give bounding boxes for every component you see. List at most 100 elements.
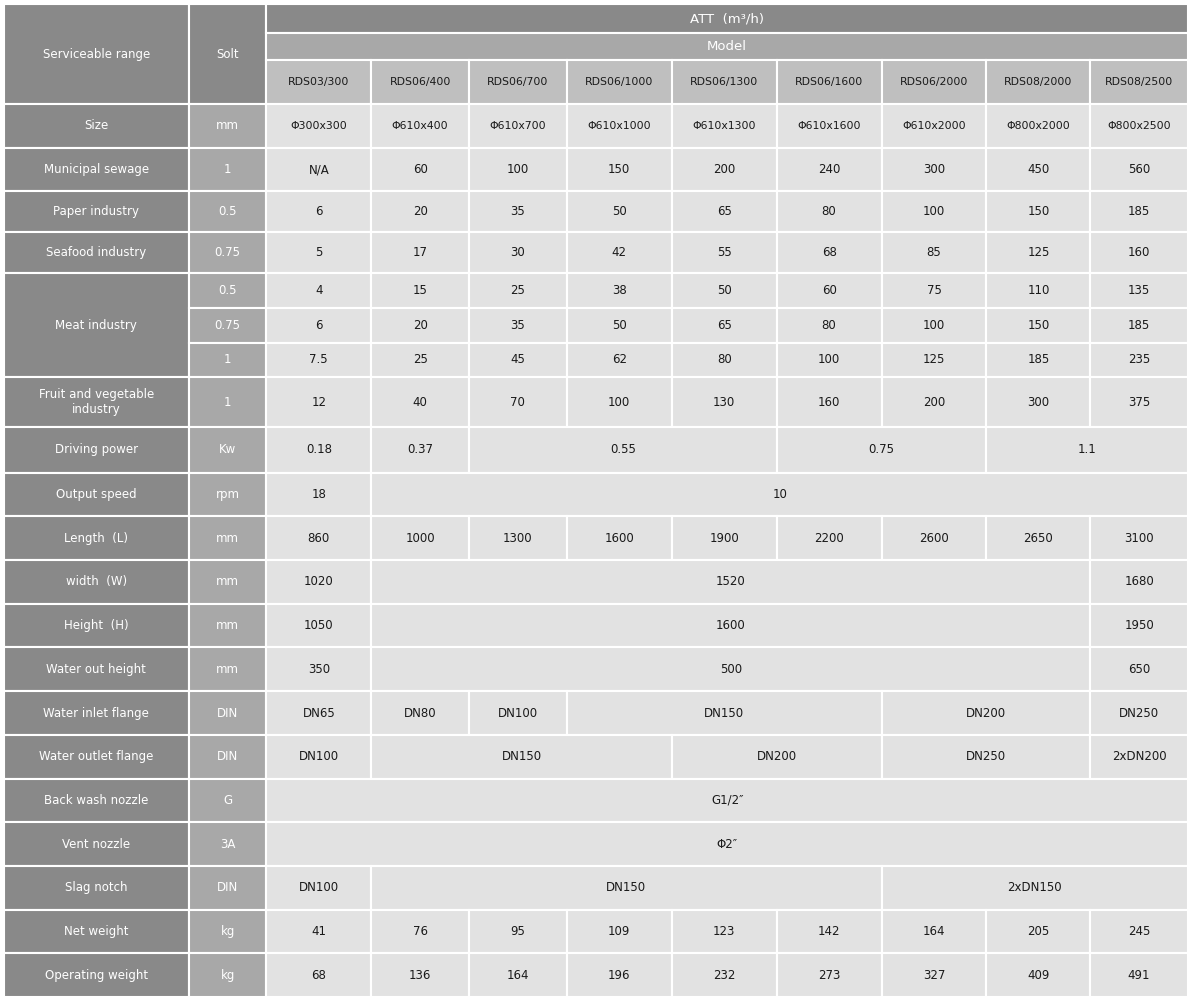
Text: 110: 110 — [1028, 284, 1049, 297]
Bar — [4, 910, 188, 953]
Text: 95: 95 — [510, 925, 526, 938]
Text: 75: 75 — [926, 284, 942, 297]
Bar — [882, 866, 1188, 910]
Bar — [266, 232, 371, 273]
Text: 6: 6 — [315, 318, 323, 331]
Text: Φ800x2500: Φ800x2500 — [1107, 121, 1171, 131]
Text: 860: 860 — [308, 532, 330, 545]
Bar — [1091, 191, 1188, 232]
Bar — [1091, 691, 1188, 735]
Bar — [4, 191, 188, 232]
Text: RDS06/1600: RDS06/1600 — [795, 77, 863, 87]
Bar — [188, 342, 266, 377]
Text: DN100: DN100 — [498, 707, 538, 720]
Bar — [987, 148, 1091, 191]
Bar — [4, 148, 188, 191]
Text: 232: 232 — [713, 969, 735, 982]
Text: 55: 55 — [716, 246, 732, 259]
Text: Φ610x700: Φ610x700 — [490, 121, 546, 131]
Text: 185: 185 — [1128, 318, 1150, 331]
Bar — [4, 427, 188, 472]
Text: 0.75: 0.75 — [215, 318, 241, 331]
Bar — [777, 342, 882, 377]
Text: 2xDN150: 2xDN150 — [1007, 881, 1062, 894]
Text: DN200: DN200 — [966, 707, 1006, 720]
Bar — [4, 735, 188, 779]
Bar — [1091, 342, 1188, 377]
Text: 12: 12 — [311, 395, 327, 408]
Text: 350: 350 — [308, 663, 330, 676]
Text: 200: 200 — [713, 163, 735, 176]
Text: DN100: DN100 — [299, 750, 339, 763]
Bar — [468, 953, 566, 997]
Text: 65: 65 — [716, 318, 732, 331]
Bar — [566, 342, 672, 377]
Text: 123: 123 — [713, 925, 735, 938]
Text: 60: 60 — [821, 284, 837, 297]
Bar — [1091, 910, 1188, 953]
Bar — [4, 104, 188, 148]
Bar — [672, 232, 777, 273]
Text: 109: 109 — [608, 925, 631, 938]
Text: 200: 200 — [923, 395, 945, 408]
Bar — [1091, 273, 1188, 308]
Bar — [468, 273, 566, 308]
Text: 205: 205 — [1028, 925, 1049, 938]
Bar — [777, 427, 987, 472]
Text: 50: 50 — [611, 205, 627, 218]
Text: 41: 41 — [311, 925, 327, 938]
Text: Model: Model — [707, 40, 747, 53]
Text: 560: 560 — [1128, 163, 1150, 176]
Bar — [266, 517, 371, 561]
Bar — [1091, 604, 1188, 648]
Bar — [371, 148, 468, 191]
Text: 68: 68 — [821, 246, 837, 259]
Bar — [371, 308, 468, 342]
Bar — [4, 377, 188, 427]
Bar — [468, 308, 566, 342]
Bar — [672, 953, 777, 997]
Bar — [266, 4, 1188, 33]
Text: 17: 17 — [412, 246, 428, 259]
Text: Output speed: Output speed — [56, 488, 137, 502]
Text: Φ610x400: Φ610x400 — [392, 121, 448, 131]
Bar — [882, 517, 987, 561]
Text: 2600: 2600 — [919, 532, 949, 545]
Text: 4: 4 — [315, 284, 323, 297]
Text: 20: 20 — [412, 205, 428, 218]
Bar — [266, 735, 371, 779]
Bar — [882, 191, 987, 232]
Text: 491: 491 — [1128, 969, 1150, 982]
Text: Φ300x300: Φ300x300 — [291, 121, 347, 131]
Bar — [266, 604, 371, 648]
Bar — [468, 60, 566, 104]
Text: mm: mm — [216, 532, 240, 545]
Bar — [266, 910, 371, 953]
Text: 0.55: 0.55 — [610, 443, 635, 456]
Text: 125: 125 — [1028, 246, 1049, 259]
Text: 135: 135 — [1128, 284, 1150, 297]
Bar — [371, 273, 468, 308]
Bar — [266, 427, 371, 472]
Text: DN100: DN100 — [299, 881, 339, 894]
Text: 300: 300 — [923, 163, 945, 176]
Bar — [266, 779, 1188, 822]
Bar — [882, 953, 987, 997]
Text: 50: 50 — [611, 318, 627, 331]
Bar — [777, 517, 882, 561]
Text: 35: 35 — [510, 205, 526, 218]
Text: 3100: 3100 — [1124, 532, 1154, 545]
Text: 25: 25 — [510, 284, 526, 297]
Text: 1000: 1000 — [405, 532, 435, 545]
Bar — [1091, 308, 1188, 342]
Text: 185: 185 — [1128, 205, 1150, 218]
Bar — [188, 4, 266, 104]
Text: 68: 68 — [311, 969, 327, 982]
Text: 160: 160 — [1128, 246, 1150, 259]
Bar — [188, 104, 266, 148]
Bar — [777, 232, 882, 273]
Text: Operating weight: Operating weight — [45, 969, 148, 982]
Bar — [266, 191, 371, 232]
Bar — [266, 342, 371, 377]
Bar — [566, 953, 672, 997]
